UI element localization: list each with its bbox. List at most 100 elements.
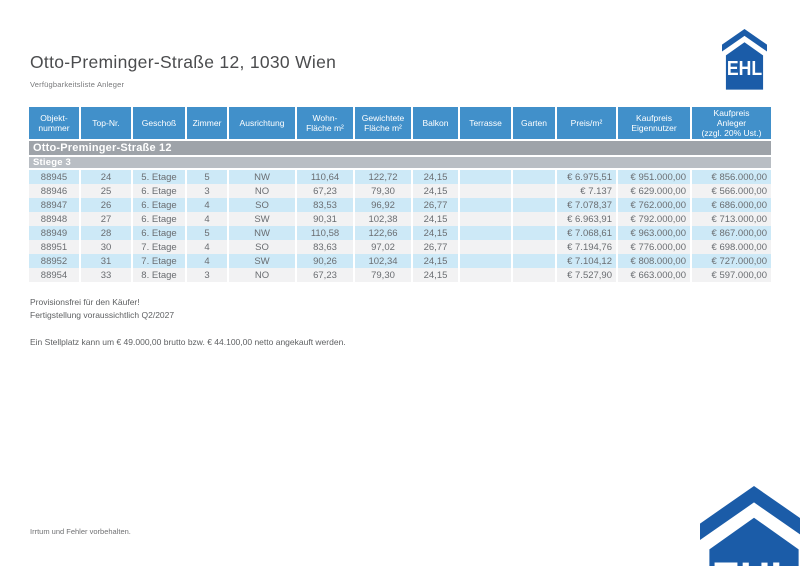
table-cell: 88947 bbox=[29, 198, 81, 213]
table-cell: 88945 bbox=[29, 170, 81, 185]
table-cell: € 867.000,00 bbox=[692, 226, 771, 241]
table-cell: 67,23 bbox=[297, 184, 355, 199]
column-header-kaufpreis-eigennutzer: Kaufpreis Eigennutzer bbox=[618, 107, 692, 142]
table-cell: 28 bbox=[81, 226, 133, 241]
table-cell bbox=[513, 170, 557, 185]
table-cell: 6. Etage bbox=[133, 184, 187, 199]
table-cell bbox=[460, 212, 513, 227]
table-cell: € 856.000,00 bbox=[692, 170, 771, 185]
group-header-label: Otto-Preminger-Straße 12 bbox=[29, 141, 771, 158]
table-cell bbox=[513, 226, 557, 241]
table-cell: € 7.137 bbox=[557, 184, 618, 199]
table-cell bbox=[513, 254, 557, 269]
note-completion: Fertigstellung voraussichtlich Q2/2027 bbox=[30, 309, 175, 320]
column-header-terrasse: Terrasse bbox=[460, 107, 513, 142]
table-cell: 24,15 bbox=[413, 268, 460, 283]
table-cell: € 762.000,00 bbox=[618, 198, 692, 213]
table-cell bbox=[513, 240, 557, 255]
table-cell: 6. Etage bbox=[133, 226, 187, 241]
column-header-kaufpreis-anleger: Kaufpreis Anleger (zzgl. 20% Ust.) bbox=[692, 107, 771, 142]
table-cell: NO bbox=[229, 268, 297, 283]
table-cell: 24,15 bbox=[413, 226, 460, 241]
table-cell: 7. Etage bbox=[133, 254, 187, 269]
table-cell bbox=[460, 240, 513, 255]
table-cell: 88948 bbox=[29, 212, 81, 227]
column-header-zimmer: Zimmer bbox=[187, 107, 229, 142]
table-cell: 79,30 bbox=[355, 268, 413, 283]
table-cell: 5. Etage bbox=[133, 170, 187, 185]
table-cell bbox=[460, 226, 513, 241]
table-cell bbox=[460, 170, 513, 185]
table-cell: € 663.000,00 bbox=[618, 268, 692, 283]
note-provision: Provisionsfrei für den Käufer! bbox=[30, 297, 140, 307]
disclaimer-text: Irrtum und Fehler vorbehalten. bbox=[30, 527, 131, 536]
table-cell: 27 bbox=[81, 212, 133, 227]
table-row: 88946 25 6. Etage 3 NO 67,23 79,30 24,15 € 7.137… bbox=[29, 184, 771, 199]
table-row: 88951 30 7. Etage 4 SO 83,63 97,02 26,77 € 7.194… bbox=[29, 240, 771, 255]
ehl-logo: EHL bbox=[722, 29, 767, 90]
table-cell: 122,72 bbox=[355, 170, 413, 185]
table-cell: € 808.000,00 bbox=[618, 254, 692, 269]
table-cell: 7. Etage bbox=[133, 240, 187, 255]
table-cell: 88954 bbox=[29, 268, 81, 283]
table-cell bbox=[460, 268, 513, 283]
table-cell: € 6.975,51 bbox=[557, 170, 618, 185]
column-header-gewichtete-flaeche: Gewichtete Fläche m² bbox=[355, 107, 413, 142]
table-cell: 6. Etage bbox=[133, 212, 187, 227]
table-cell: 88951 bbox=[29, 240, 81, 255]
table-cell: 96,92 bbox=[355, 198, 413, 213]
table-cell: € 686.000,00 bbox=[692, 198, 771, 213]
table-cell: NW bbox=[229, 226, 297, 241]
table-cell: 97,02 bbox=[355, 240, 413, 255]
table-cell: SO bbox=[229, 198, 297, 213]
table-cell: NW bbox=[229, 170, 297, 185]
table-cell bbox=[513, 198, 557, 213]
table-cell: 33 bbox=[81, 268, 133, 283]
table-cell: 26 bbox=[81, 198, 133, 213]
table-row: 88948 27 6. Etage 4 SW 90,31 102,38 24,15 € 6.96… bbox=[29, 212, 771, 227]
table-cell: 24,15 bbox=[413, 254, 460, 269]
table-cell: 26,77 bbox=[413, 198, 460, 213]
column-header-balkon: Balkon bbox=[413, 107, 460, 142]
availability-table: Objekt- nummer Top-Nr. Geschoß Zimmer Au… bbox=[29, 107, 771, 283]
table-cell: € 698.000,00 bbox=[692, 240, 771, 255]
table-cell: 5 bbox=[187, 226, 229, 241]
table-cell: 5 bbox=[187, 170, 229, 185]
table-cell bbox=[460, 254, 513, 269]
table-cell: € 963.000,00 bbox=[618, 226, 692, 241]
column-header-objektnummer: Objekt- nummer bbox=[29, 107, 81, 142]
column-header-top-nr: Top-Nr. bbox=[81, 107, 133, 142]
table-cell: € 7.104,12 bbox=[557, 254, 618, 269]
table-cell: € 7.194,76 bbox=[557, 240, 618, 255]
table-cell: SW bbox=[229, 254, 297, 269]
table-cell: SW bbox=[229, 212, 297, 227]
table-cell: 88952 bbox=[29, 254, 81, 269]
logo-house-icon bbox=[709, 517, 799, 566]
table-row: 88952 31 7. Etage 4 SW 90,26 102,34 24,15 € 7.10… bbox=[29, 254, 771, 269]
table-cell: € 713.000,00 bbox=[692, 212, 771, 227]
table-cell: 24 bbox=[81, 170, 133, 185]
subgroup-header-label: Stiege 3 bbox=[29, 157, 771, 171]
table-cell bbox=[513, 212, 557, 227]
logo-roof-icon bbox=[700, 486, 800, 540]
group-header-row: Otto-Preminger-Straße 12 bbox=[29, 141, 771, 158]
table-cell: € 951.000,00 bbox=[618, 170, 692, 185]
page-title: Otto-Preminger-Straße 12, 1030 Wien bbox=[30, 52, 337, 72]
logo-house-icon bbox=[725, 42, 764, 90]
table-cell: 24,15 bbox=[413, 212, 460, 227]
table-cell: 8. Etage bbox=[133, 268, 187, 283]
table-cell: 110,64 bbox=[297, 170, 355, 185]
table-row: 88947 26 6. Etage 4 SO 83,53 96,92 26,77 € 7.078… bbox=[29, 198, 771, 213]
table-cell: 4 bbox=[187, 198, 229, 213]
table-body: Otto-Preminger-Straße 12 Stiege 3 88945 2… bbox=[29, 141, 771, 283]
column-header-geschoss: Geschoß bbox=[133, 107, 187, 142]
table-cell: 90,31 bbox=[297, 212, 355, 227]
table-cell: € 7.078,37 bbox=[557, 198, 618, 213]
table-cell: 3 bbox=[187, 184, 229, 199]
table-cell bbox=[460, 184, 513, 199]
logo-text: EHL bbox=[727, 57, 762, 80]
table-cell: 3 bbox=[187, 268, 229, 283]
table-cell: € 597.000,00 bbox=[692, 268, 771, 283]
table-cell: 83,53 bbox=[297, 198, 355, 213]
table-cell: € 566.000,00 bbox=[692, 184, 771, 199]
